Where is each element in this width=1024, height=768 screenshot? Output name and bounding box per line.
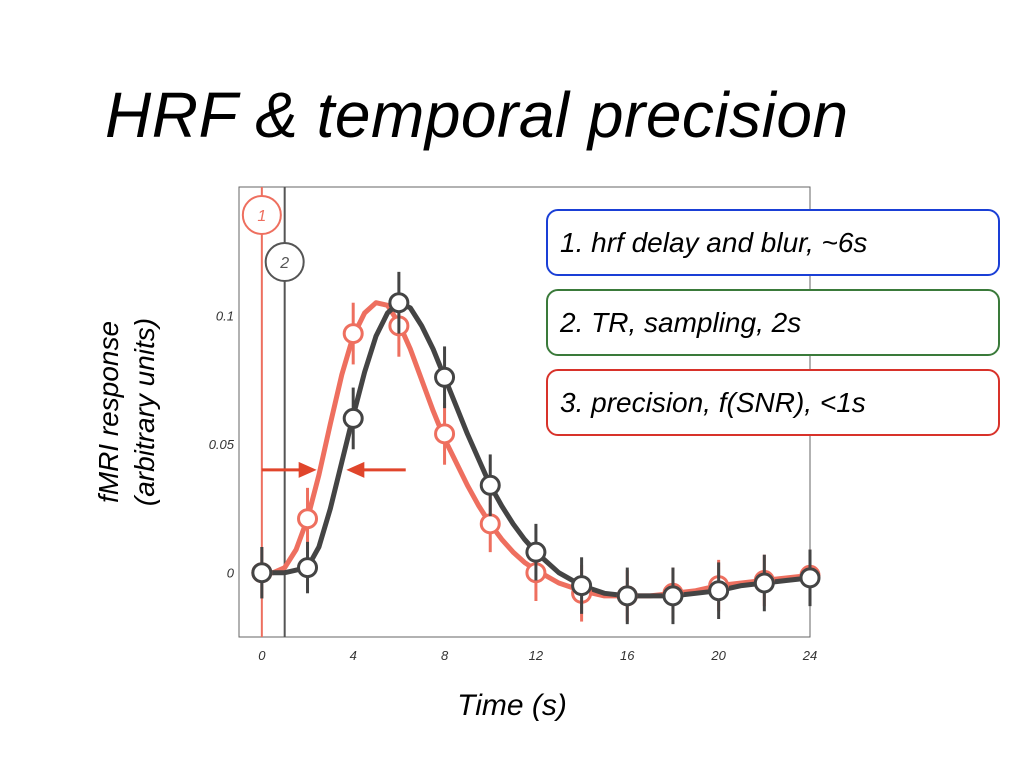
series-1-point	[662, 585, 684, 607]
x-tick-label: 8	[441, 648, 449, 663]
y-tick-label: 0	[227, 566, 235, 581]
series-1-point	[708, 580, 730, 602]
series-1-point	[251, 562, 273, 584]
x-tick-label: 4	[350, 648, 357, 663]
marker-label-1: 1	[257, 208, 266, 225]
marker-label-2: 2	[279, 255, 289, 272]
series-0-point	[434, 423, 456, 445]
y-axis-label-group: fMRI response (arbitrary units)	[93, 318, 160, 506]
series-0-point	[342, 323, 364, 345]
y-tick-label: 0.05	[209, 437, 235, 452]
callout-hrf-delay-text: 1. hrf delay and blur, ~6s	[560, 226, 868, 258]
callout-hrf-delay: 1. hrf delay and blur, ~6s	[546, 209, 1000, 276]
marker-circle-1	[241, 195, 282, 235]
series-1-point	[753, 572, 775, 594]
callout-tr-sampling: 2. TR, sampling, 2s	[546, 289, 1000, 356]
marker-circle-2	[264, 242, 305, 282]
series-1-point	[525, 541, 547, 563]
series-1-point	[297, 557, 319, 579]
x-tick-label: 0	[258, 648, 266, 663]
series-1-point	[388, 292, 410, 314]
axis-layer: 0 4 8 12 16 20 24 0 0.05 0.1	[209, 309, 818, 663]
series-1-point	[342, 407, 364, 429]
series-1-point	[616, 585, 638, 607]
series-0-point	[297, 508, 319, 530]
series-1-point	[479, 474, 501, 496]
x-axis-label: Time (s)	[457, 689, 567, 722]
series-0-point	[479, 513, 501, 535]
y-axis-label-line1: fMRI response	[93, 321, 124, 503]
series-1-point	[799, 567, 821, 589]
callout-tr-sampling-text: 2. TR, sampling, 2s	[560, 306, 802, 338]
series-1-point	[571, 575, 593, 597]
arrow-layer	[261, 461, 406, 478]
x-tick-label: 12	[529, 648, 544, 663]
slide-title: HRF & temporal precision	[105, 79, 849, 151]
y-tick-label: 0.1	[216, 309, 234, 324]
arrow-0-head	[298, 461, 317, 478]
arrow-1-head	[346, 461, 365, 478]
x-tick-label: 20	[710, 648, 726, 663]
y-axis-label-line2: (arbitrary units)	[129, 318, 160, 506]
x-tick-label: 16	[620, 648, 635, 663]
callout-precision: 3. precision, f(SNR), <1s	[546, 369, 1000, 436]
series-layer	[251, 271, 821, 625]
callout-precision-text: 3. precision, f(SNR), <1s	[560, 386, 866, 418]
x-tick-label: 24	[802, 648, 817, 663]
series-1-point	[434, 366, 456, 388]
